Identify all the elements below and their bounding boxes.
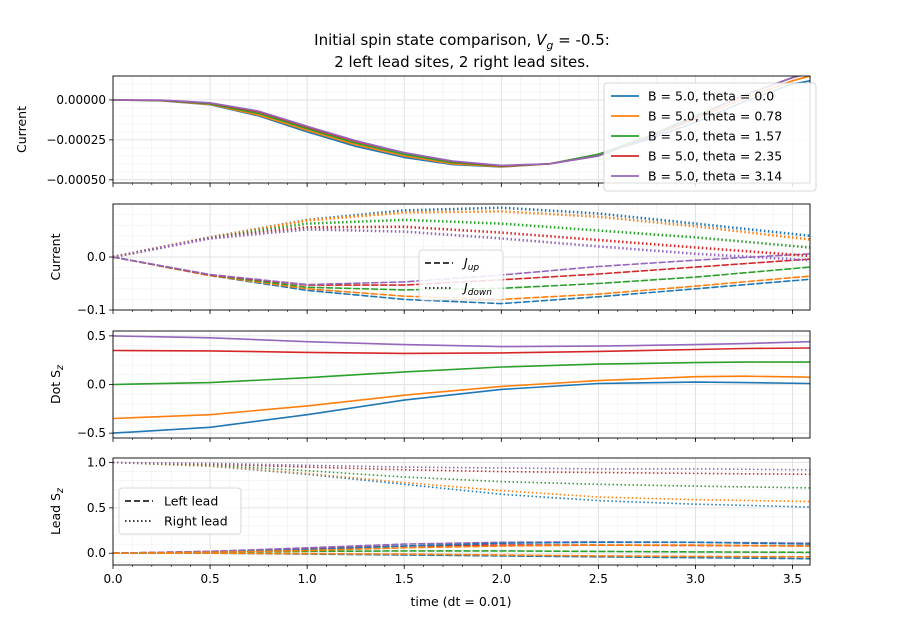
series-line-4 <box>113 347 810 355</box>
legend: Left lead Right lead <box>118 487 242 535</box>
legend: Jup Jdown <box>418 249 504 301</box>
y-axis-label: Current <box>14 106 29 153</box>
x-axis-label: time (dt = 0.01) <box>410 594 511 609</box>
subplot-3: 0.5 0.0 −0.5 Dot Sz <box>48 329 811 442</box>
legend-label: Jdown <box>461 280 492 298</box>
series-line-3 <box>113 461 810 489</box>
figure-title-line2: 2 left lead sites, 2 right lead sites. <box>334 53 590 71</box>
series-line-5 <box>113 461 810 471</box>
grid <box>112 331 810 438</box>
y-axis-label: Current <box>48 233 63 280</box>
series-line-3 <box>113 361 810 386</box>
figure-title-line1: Initial spin state comparison, Vg = -0.5… <box>314 31 610 52</box>
y-tick-label: −0.5 <box>77 426 106 440</box>
legend-label: B = 5.0, theta = 0.0 <box>648 89 774 104</box>
subplot-1: 0.00000 −0.00025 −0.00050 Current B = 5.0, t… <box>14 75 817 192</box>
series-line-10 <box>113 228 810 262</box>
y-axis-label: Lead Sz <box>48 487 66 535</box>
y-tick-label: 0.0 <box>87 546 106 560</box>
series-group <box>113 335 810 434</box>
series-line-5 <box>113 335 810 348</box>
legend-label: Right lead <box>164 514 228 529</box>
series-line-2 <box>113 375 810 420</box>
series-line-9 <box>113 225 810 259</box>
series-line-7 <box>113 552 810 558</box>
legend-label: Jup <box>461 255 479 273</box>
y-axis-label: Dot Sz <box>48 364 66 404</box>
x-tick-label: 2.0 <box>492 572 511 586</box>
legend-label: B = 5.0, theta = 2.35 <box>648 149 782 164</box>
x-tick-label: 1.0 <box>298 572 317 586</box>
series-line-12 <box>113 544 810 555</box>
legend-label: B = 5.0, theta = 0.78 <box>648 109 782 124</box>
y-tick-label: −0.00050 <box>46 173 106 187</box>
axes-frame <box>112 457 811 566</box>
x-tick-label: 3.0 <box>686 572 705 586</box>
x-tick-label: 1.5 <box>395 572 414 586</box>
legend-label: Left lead <box>164 494 218 509</box>
y-tick-label: 1.0 <box>87 456 106 470</box>
legend-label: B = 5.0, theta = 3.14 <box>648 169 782 184</box>
x-tick-label: 3.5 <box>783 572 802 586</box>
series-group <box>113 461 810 560</box>
legend: B = 5.0, theta = 0.0 B = 5.0, theta = 0.7… <box>603 82 817 192</box>
y-tick-label: −0.1 <box>77 303 106 317</box>
y-tick-label: 0.5 <box>87 329 106 343</box>
series-line-4 <box>113 461 810 476</box>
subplot-4: 0.0 0.5 1.0 1.5 2.0 2.5 3.0 3.5 1.0 0.5 0.0 Lead Sz… <box>48 456 811 586</box>
series-line-1 <box>113 381 810 434</box>
series-line-1 <box>113 256 810 305</box>
x-tick-label: 0.0 <box>103 572 122 586</box>
y-tick-label: 0.00000 <box>56 93 106 107</box>
y-tick-label: 0.0 <box>87 250 106 264</box>
subplot-2: 0.0 −0.1 Current Jup Jdown <box>48 203 811 317</box>
x-tick-label: 0.5 <box>201 572 220 586</box>
series-line-2 <box>113 461 810 503</box>
legend-label: B = 5.0, theta = 1.57 <box>648 129 782 144</box>
x-tick-label: 2.5 <box>589 572 608 586</box>
y-tick-label: 0.0 <box>87 378 106 392</box>
y-tick-label: 0.5 <box>87 501 106 515</box>
y-tick-label: −0.00025 <box>46 133 106 147</box>
